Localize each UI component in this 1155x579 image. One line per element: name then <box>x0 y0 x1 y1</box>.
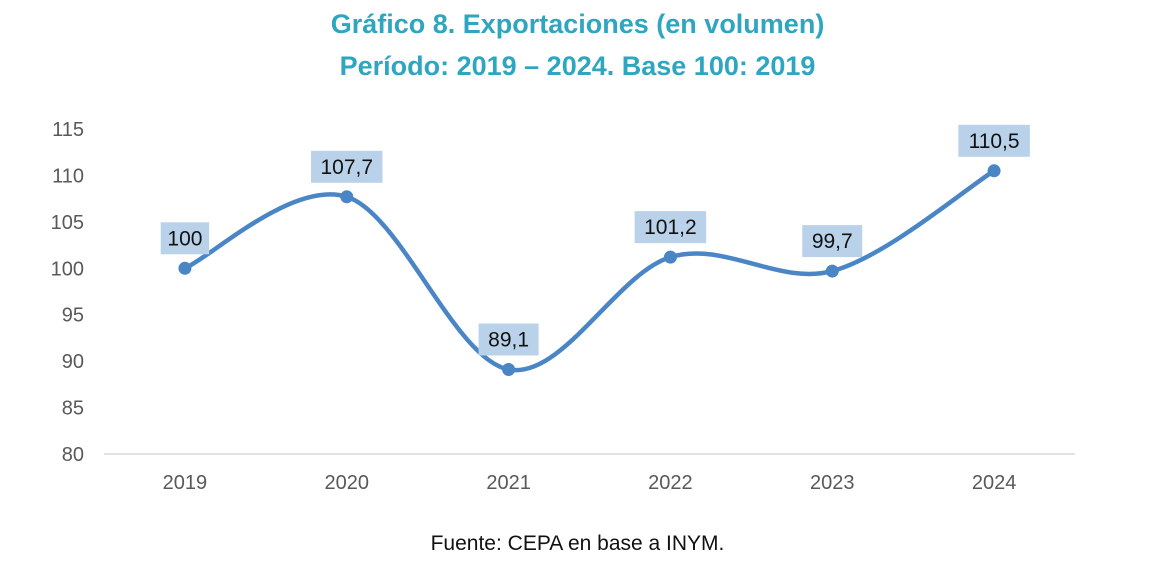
chart-source: Fuente: CEPA en base a INYM. <box>430 532 725 555</box>
data-points <box>178 164 1001 376</box>
data-point <box>825 264 839 278</box>
svg-text:110,5: 110,5 <box>969 130 1020 153</box>
data-label: 99,7 <box>802 225 863 258</box>
x-tick-label: 2019 <box>163 472 208 494</box>
x-tick-label: 2021 <box>486 472 531 494</box>
data-point <box>178 261 192 275</box>
data-point <box>502 363 516 376</box>
data-label: 101,2 <box>634 211 707 244</box>
y-tick-label: 90 <box>62 351 84 373</box>
data-label: 89,1 <box>478 323 539 356</box>
x-tick-label: 2024 <box>972 472 1017 494</box>
y-tick-label: 100 <box>51 258 84 280</box>
y-axis-tick-labels: 80 85 90 95 100 105 110 115 <box>51 119 84 466</box>
x-tick-label: 2023 <box>810 472 855 494</box>
y-tick-label: 80 <box>62 444 84 466</box>
svg-text:101,2: 101,2 <box>644 216 697 239</box>
chart-subtitle: Período: 2019 – 2024. Base 100: 2019 <box>339 51 816 81</box>
data-label: 110,5 <box>958 124 1030 157</box>
y-tick-label: 95 <box>62 305 84 327</box>
series-line <box>182 168 997 373</box>
svg-text:89,1: 89,1 <box>488 329 529 352</box>
svg-text:99,7: 99,7 <box>812 230 853 253</box>
y-tick-label: 85 <box>62 398 84 420</box>
svg-text:107,7: 107,7 <box>320 156 373 179</box>
data-label: 107,7 <box>311 150 383 183</box>
x-tick-label: 2020 <box>325 472 370 494</box>
y-tick-label: 110 <box>52 165 84 187</box>
data-labels: 100 107,7 89,1 101,2 99,7 110,5 <box>160 124 1030 356</box>
x-axis-tick-labels: 2019 2020 2021 2022 2023 2024 <box>163 472 1017 494</box>
data-point <box>987 164 1001 178</box>
chart-title: Gráfico 8. Exportaciones (en volumen) <box>330 9 825 39</box>
data-point <box>340 190 354 204</box>
data-point <box>663 250 677 264</box>
y-tick-label: 115 <box>52 119 84 141</box>
data-label: 100 <box>160 222 210 255</box>
x-tick-label: 2022 <box>648 472 693 494</box>
svg-text:100: 100 <box>167 227 202 250</box>
y-tick-label: 105 <box>51 212 84 234</box>
